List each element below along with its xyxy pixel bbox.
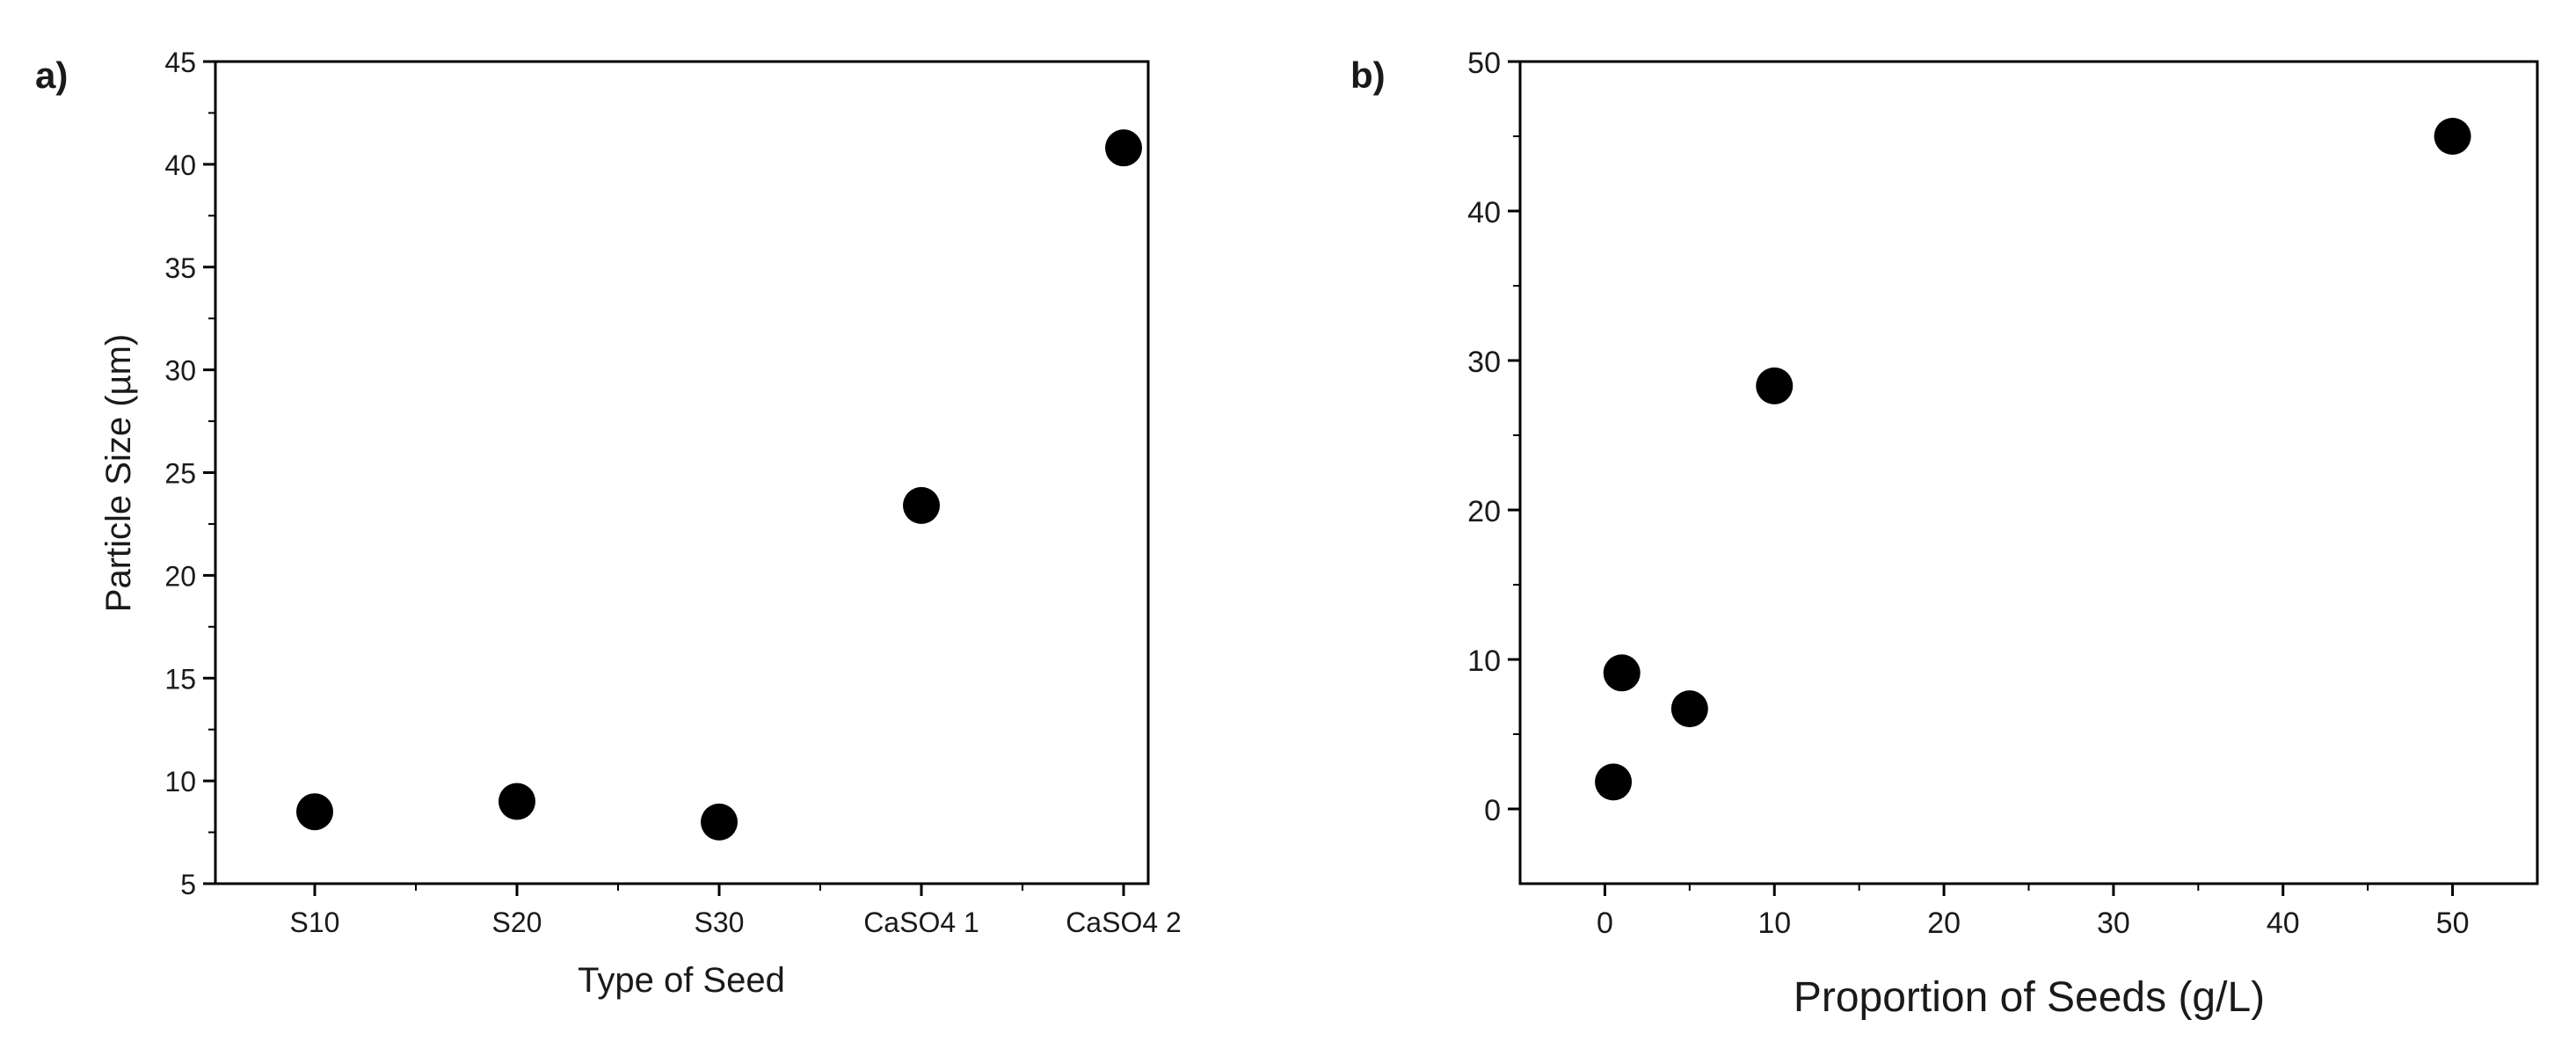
panel-a-points [296, 129, 1142, 841]
panel-a-x-tick-label: CaSO4 1 [863, 907, 979, 938]
panel-b-y-tick-label: 40 [1467, 196, 1501, 229]
panel-a-x-tick-label: S30 [695, 907, 745, 938]
panel-b-y-tick-label: 30 [1467, 346, 1501, 379]
panel-a-y-tick-label: 35 [164, 252, 196, 284]
panel-a-y-tick-label: 45 [164, 47, 196, 78]
panel-b-y-tick-label: 10 [1467, 645, 1501, 678]
panel-b-y-tick-label: 50 [1467, 47, 1501, 80]
panel-a-x-tick-label: CaSO4 2 [1066, 907, 1182, 938]
panel-a-y-axis: 5 10 15 20 25 30 35 40 45 [164, 47, 215, 900]
panel-b-x-tick-label: 0 [1597, 907, 1613, 940]
panel-b-scatter-chart: b) 0 10 20 30 40 50 0 10 20 30 40 50 Proportion of… [1350, 47, 2539, 1021]
panel-b-data-point [1595, 763, 1633, 801]
panel-b-x-tick-label: 50 [2436, 907, 2470, 940]
panel-b-x-tick-label: 10 [1757, 907, 1791, 940]
panel-a-y-tick-label: 10 [164, 766, 196, 797]
panel-a-scatter-chart: a) 5 10 15 20 25 30 35 40 45 S10 S20 S30 CaSO4 1 CaS… [35, 47, 1182, 1000]
panel-b-x-axis-title: Proportion of Seeds (g/L) [1794, 974, 2265, 1021]
panel-b-x-axis: 0 10 20 30 40 50 [1597, 884, 2470, 940]
panel-a-y-tick-label: 40 [164, 149, 196, 181]
panel-b-x-tick-label: 40 [2267, 907, 2300, 940]
panel-b-plot-frame [1518, 60, 2539, 885]
panel-b-data-point [1756, 367, 1794, 404]
panel-b-data-point [1670, 690, 1708, 728]
panel-a-x-tick-label: S10 [290, 907, 340, 938]
panel-a-label: a) [35, 55, 68, 96]
panel-a-data-point [903, 486, 940, 524]
panel-a-data-point [1105, 129, 1142, 167]
panel-a-y-tick-label: 30 [164, 355, 196, 387]
panel-b-y-tick-label: 20 [1467, 495, 1501, 528]
panel-a-y-tick-label: 15 [164, 663, 196, 695]
panel-a-y-tick-label: 20 [164, 560, 196, 592]
panel-b-x-tick-label: 20 [1927, 907, 1961, 940]
panel-b-y-axis: 0 10 20 30 40 50 [1467, 47, 1520, 827]
panel-a-x-axis-title: Type of Seed [578, 961, 785, 1000]
panel-a-x-tick-label: S20 [492, 907, 542, 938]
panel-b-points [1595, 118, 2471, 801]
panel-a-y-tick-label: 25 [164, 458, 196, 490]
panel-b-x-tick-label: 30 [2097, 907, 2130, 940]
panel-b-y-tick-label: 0 [1484, 794, 1501, 827]
panel-a-data-point [296, 793, 333, 831]
panel-a-y-tick-label: 5 [180, 869, 196, 900]
panel-a-x-axis: S10 S20 S30 CaSO4 1 CaSO4 2 [290, 884, 1182, 938]
panel-b-data-point [2434, 118, 2471, 155]
panel-b-label: b) [1350, 55, 1386, 96]
panel-a-plot-frame [214, 60, 1150, 885]
panel-b-data-point [1603, 654, 1641, 692]
panel-a-data-point [498, 783, 535, 820]
panel-a-data-point [701, 803, 738, 841]
panel-a-y-axis-title: Particle Size (µm) [99, 334, 138, 612]
